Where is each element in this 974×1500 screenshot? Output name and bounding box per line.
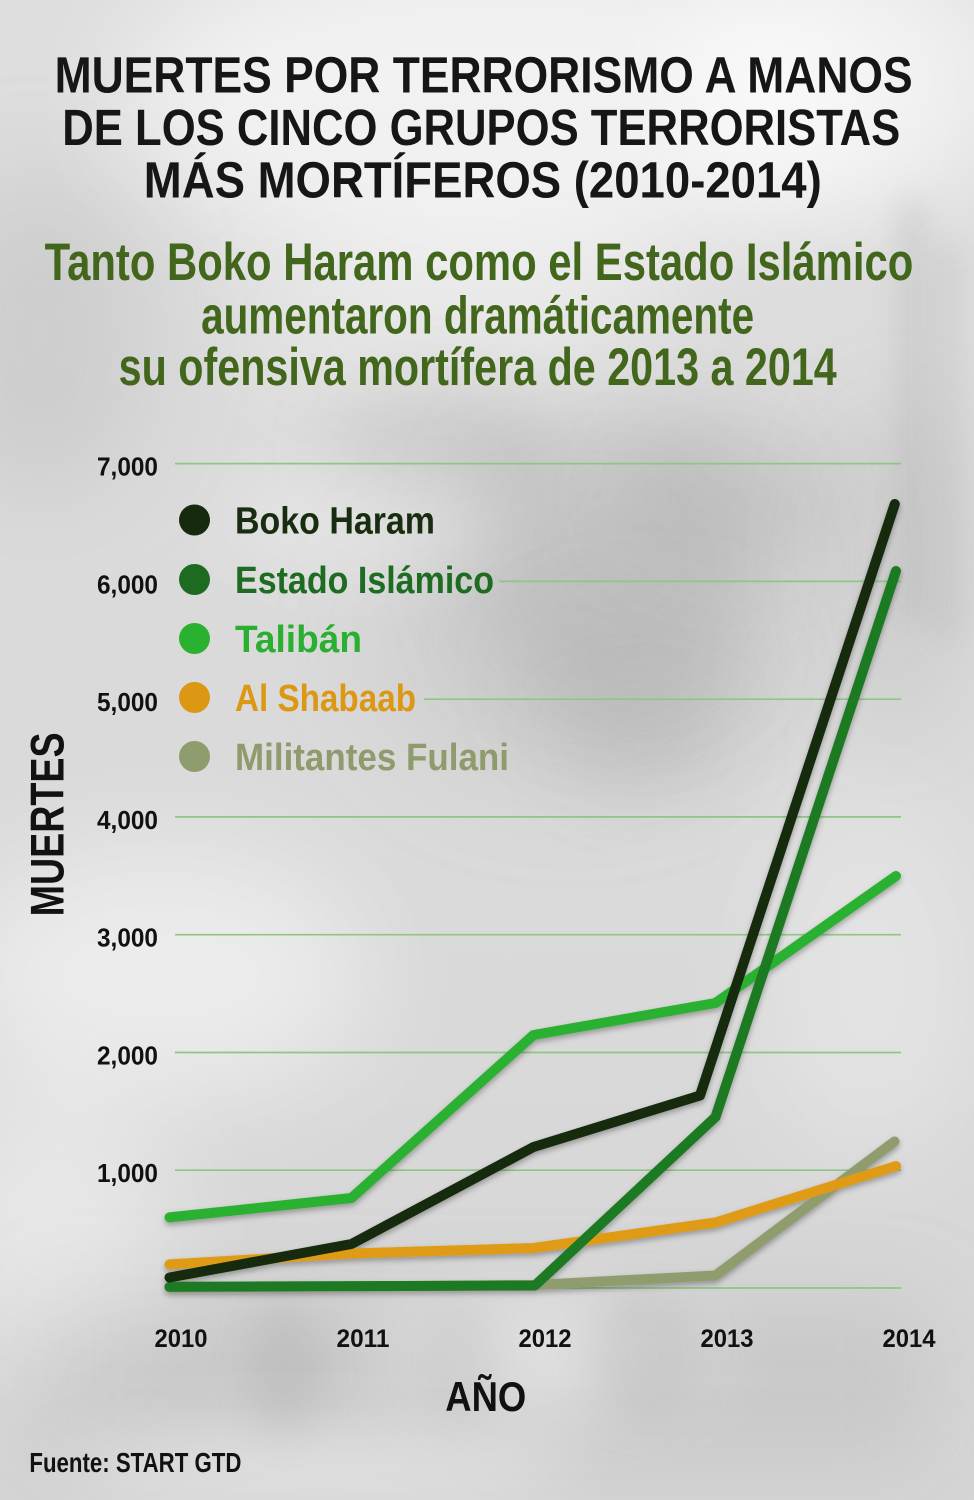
svg-text:2012: 2012 [519, 1325, 572, 1353]
svg-text:6,000: 6,000 [97, 569, 158, 599]
svg-text:4,000: 4,000 [97, 805, 158, 835]
svg-text:AÑO: AÑO [445, 1373, 526, 1420]
svg-text:Boko Haram: Boko Haram [235, 501, 435, 543]
svg-text:Talibán: Talibán [235, 619, 362, 661]
svg-text:Estado Islámico: Estado Islámico [235, 560, 494, 602]
svg-text:3,000: 3,000 [97, 923, 158, 953]
svg-text:MUERTES POR TERRORISMO A MANOS: MUERTES POR TERRORISMO A MANOS [55, 47, 913, 104]
svg-text:2,000: 2,000 [97, 1041, 158, 1071]
svg-text:Al Shabaab: Al Shabaab [235, 678, 416, 720]
svg-text:DE LOS CINCO GRUPOS TERRORISTA: DE LOS CINCO GRUPOS TERRORISTAS [62, 99, 900, 156]
svg-text:Tanto Boko Haram como el Estad: Tanto Boko Haram como el Estado Islámico [45, 233, 914, 292]
svg-text:5,000: 5,000 [97, 687, 158, 717]
svg-text:2014: 2014 [883, 1325, 936, 1353]
svg-text:MUERTES: MUERTES [21, 732, 74, 916]
svg-text:1,000: 1,000 [97, 1158, 158, 1188]
svg-text:MÁS MORTÍFEROS (2010-2014): MÁS MORTÍFEROS (2010-2014) [144, 152, 822, 209]
svg-text:2013: 2013 [701, 1325, 754, 1353]
svg-text:aumentaron dramáticamente: aumentaron dramáticamente [201, 287, 754, 346]
svg-text:su ofensiva mortífera de 2013: su ofensiva mortífera de 2013 a 2014 [119, 338, 838, 397]
svg-text:7,000: 7,000 [97, 452, 158, 482]
svg-text:Militantes Fulani: Militantes Fulani [235, 737, 509, 779]
svg-text:2010: 2010 [155, 1325, 208, 1353]
svg-text:2011: 2011 [337, 1325, 390, 1353]
svg-text:Fuente: START GTD: Fuente: START GTD [29, 1447, 241, 1478]
